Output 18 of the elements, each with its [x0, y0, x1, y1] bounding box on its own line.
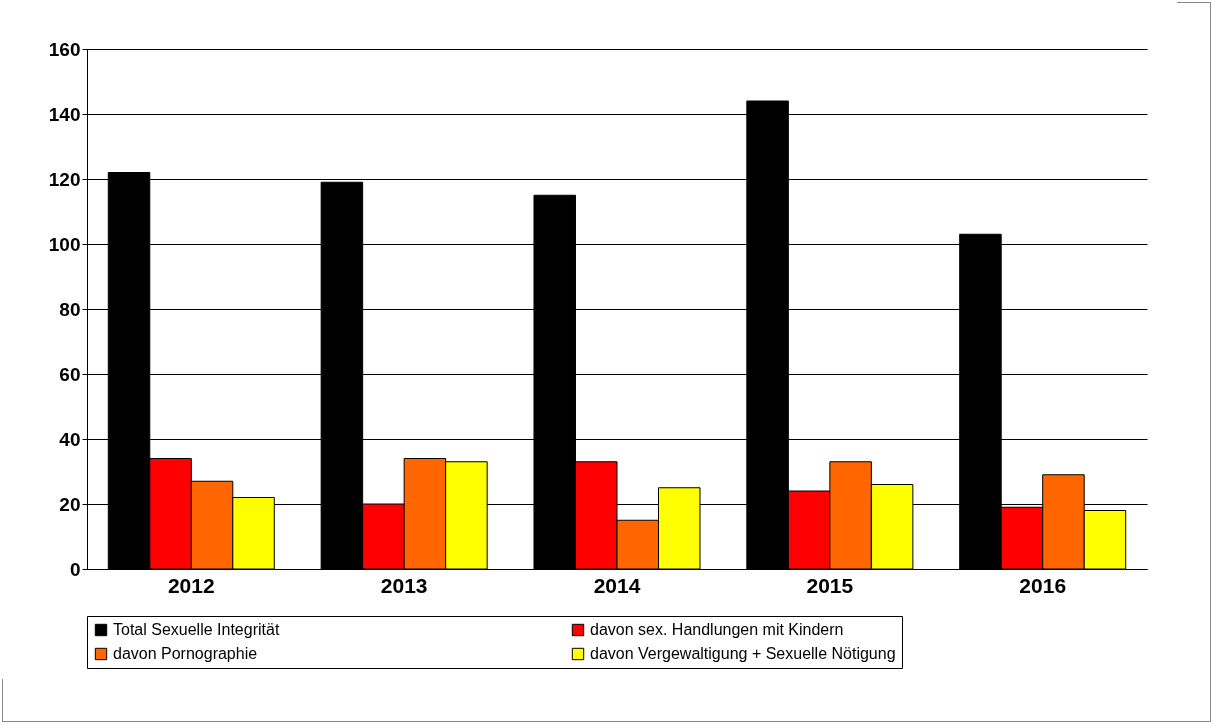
legend-label: davon sex. Handlungen mit Kindern	[590, 621, 844, 638]
y-tick-label: 140	[48, 103, 81, 125]
y-tick-label: 0	[69, 558, 81, 580]
legend-label: davon Vergewaltigung + Sexuelle Nötigung	[590, 645, 896, 662]
x-tick-label: 2014	[593, 573, 641, 597]
x-tick-label: 2016	[1019, 573, 1067, 597]
x-tick-label: 2015	[806, 573, 854, 597]
y-tick-label: 20	[59, 493, 81, 515]
y-tick-label: 160	[48, 38, 81, 60]
y-tick-label: 40	[59, 428, 81, 450]
x-tick-label: 2012	[167, 573, 215, 597]
legend-label: davon Pornographie	[113, 645, 258, 662]
legend-label: Total Sexuelle Integrität	[113, 621, 280, 638]
y-tick-label: 80	[59, 298, 81, 320]
y-tick-label: 60	[59, 363, 81, 385]
x-tick-label: 2013	[380, 573, 428, 597]
y-tick-label: 120	[48, 168, 81, 190]
y-tick-label: 100	[48, 233, 81, 255]
